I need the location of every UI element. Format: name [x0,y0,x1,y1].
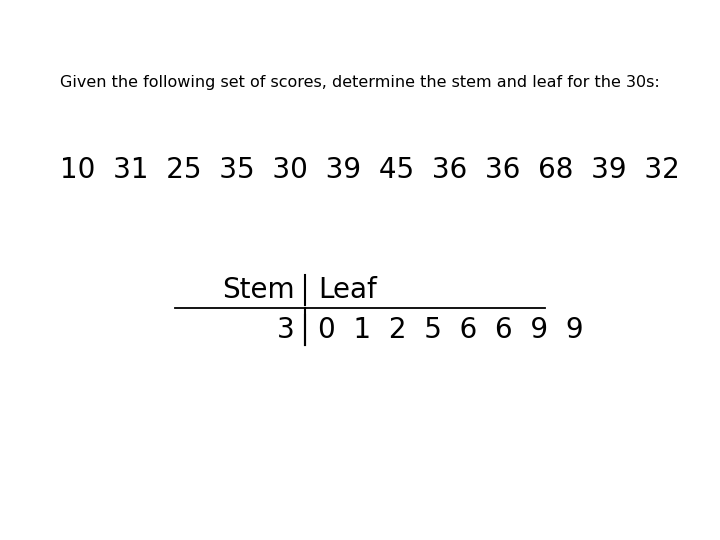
Text: Given the following set of scores, determine the stem and leaf for the 30s:: Given the following set of scores, deter… [60,75,660,90]
Text: 10  31  25  35  30  39  45  36  36  68  39  32: 10 31 25 35 30 39 45 36 36 68 39 32 [60,156,680,184]
Text: Leaf: Leaf [318,276,377,304]
Text: 0  1  2  5  6  6  9  9: 0 1 2 5 6 6 9 9 [318,316,584,344]
Text: 3: 3 [277,316,295,344]
Text: Stem: Stem [222,276,295,304]
